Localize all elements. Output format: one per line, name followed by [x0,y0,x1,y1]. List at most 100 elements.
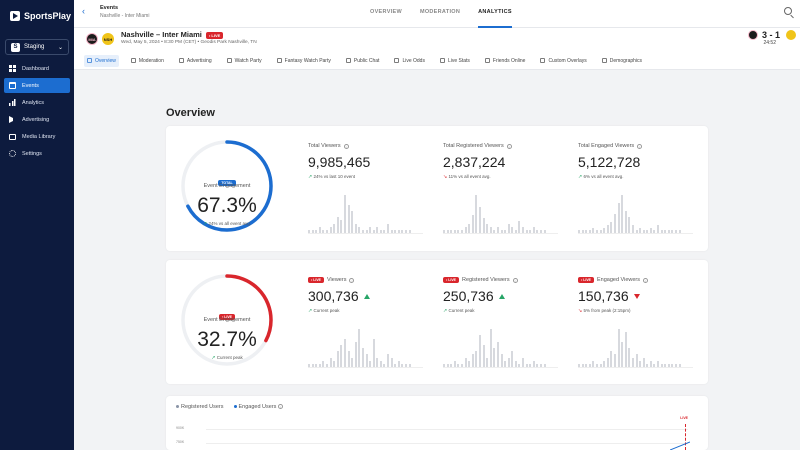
subtab-moderation[interactable]: Moderation [128,55,167,67]
spark-bar [325,363,328,367]
sidebar-item-analytics[interactable]: Analytics [4,95,70,110]
event-header: MIA NSH Nashville – Inter Miami • LIVE We… [74,28,800,52]
org-selector[interactable]: S Staging ⌄ [5,39,69,55]
trend-up-icon: ↗ [308,174,313,180]
brand[interactable]: SportsPlay [0,0,74,21]
metric-value-text: 150,736 [578,288,629,304]
spark-bar [340,344,343,367]
metric-sub-text: 24% vs last 10 event [313,174,355,179]
search-icon[interactable] [784,7,792,15]
metric-title-text: Total Registered Viewers [443,143,504,149]
subtab-advertising[interactable]: Advertising [176,55,215,67]
sidebar-item-events[interactable]: Events [4,78,70,93]
spark-bar [511,227,514,233]
info-icon[interactable]: i [277,404,283,409]
spark-bar [457,363,460,367]
info-icon[interactable]: i [349,277,355,283]
spark-bar [401,229,404,233]
metric-title: • LIVE Engaged Viewers i [578,276,703,284]
subtab-live-odds[interactable]: Live Odds [391,55,428,67]
spark-bar [450,363,453,367]
folder-icon [9,134,16,140]
back-arrow-icon[interactable]: ‹ [82,6,85,16]
live-pill: • LIVE [443,277,459,283]
spark-bar [525,363,528,367]
sub-tabs: Overview Moderation Advertising Watch Pa… [74,52,800,70]
gauge-caption: Event Engagement [203,183,251,189]
spark-bar [383,363,386,367]
sidebar-item-media-library[interactable]: Media Library [4,129,70,144]
metric-title: Total Engaged Viewers i [578,142,703,150]
sidebar-item-label: Analytics [22,99,45,106]
spark-bar [621,195,624,233]
metric-value: 250,736 [443,288,568,304]
spark-bar [351,210,354,233]
spark-bar [649,227,652,233]
info-icon[interactable]: i [643,277,648,283]
subtab-fantasy-watch-party[interactable]: Fantasy Watch Party [274,55,334,67]
spark-bar [522,227,525,233]
spark-bar [493,348,496,367]
legend-dot [233,405,237,409]
spark-bar [486,357,489,367]
subtab-label: Fantasy Watch Party [284,57,331,64]
sidebar-item-dashboard[interactable]: Dashboard [4,61,70,76]
spark-bar [646,230,649,233]
spark-bar [578,363,580,367]
spark-bar [631,357,634,367]
spark-bar [311,363,314,367]
tab-moderation[interactable]: MODERATION [419,9,461,15]
trend-up-icon: ↗ [308,308,313,314]
metric-sub: ↗ 6% vs all event avg. [578,174,703,180]
live-marker: LIVE [680,416,688,420]
info-icon[interactable]: i [343,143,349,149]
subtab-overview[interactable]: Overview [84,54,119,67]
org-badge: S [11,42,20,52]
tab-analytics[interactable]: ANALYTICS [478,0,512,28]
spark-bar [639,227,642,233]
subtab-custom-overlays[interactable]: Custom Overlays [537,55,589,67]
info-icon[interactable]: i [506,143,512,149]
spark-bar [343,195,346,233]
subtab-watch-party[interactable]: Watch Party [224,55,265,67]
spark-bar [599,363,602,367]
tab-overview[interactable]: OVERVIEW [370,9,402,15]
spark-bar [482,344,485,367]
legend-registered-users[interactable]: Registered Users [176,404,224,410]
subtab-demographics[interactable]: Demographics [599,55,645,67]
spark-bar [387,354,390,367]
spark-bar [653,363,656,367]
y-axis-label: 900K [176,426,185,430]
spark-bar [628,216,631,233]
spark-bar [376,226,379,233]
trend-up-icon: ↗ [443,308,448,314]
spark-bar [635,354,638,367]
metric-title: Total Viewers i [308,142,433,150]
legend-dot [176,405,179,409]
spark-bar [325,229,328,233]
sidebar-item-label: Events [22,82,39,89]
info-icon[interactable]: i [637,143,643,149]
spark-bar [599,230,602,233]
spark-bar [397,229,400,233]
metric-value: 9,985,465 [308,154,371,170]
spark-bar [401,363,404,367]
spark-bar [408,229,411,233]
total-badge: TOTAL [218,180,236,186]
gridline [206,443,688,444]
subtab-live-stats[interactable]: Live Stats [437,55,473,67]
spark-bar [525,230,528,233]
subtab-public-chat[interactable]: Public Chat [343,55,383,67]
spark-bar [529,230,532,233]
sidebar-item-advertising[interactable]: Advertising [4,112,70,127]
sidebar-item-settings[interactable]: Settings [4,146,70,161]
subtab-label: Friends Online [492,57,526,64]
metric-live-viewers: • LIVE Viewers i 300,736 ↗ Current peak [308,276,433,314]
spark-bar [675,363,678,367]
event-meta: Wed, May 5, 2024 • 8:30 PM (CET) • Geodi… [121,40,257,45]
spark-bar [460,363,463,367]
legend-engaged-users[interactable]: Engaged Users i [233,404,283,410]
subtab-label: Live Stats [447,57,470,64]
subtab-friends-online[interactable]: Friends Online [482,55,529,67]
info-icon[interactable]: i [512,277,518,283]
